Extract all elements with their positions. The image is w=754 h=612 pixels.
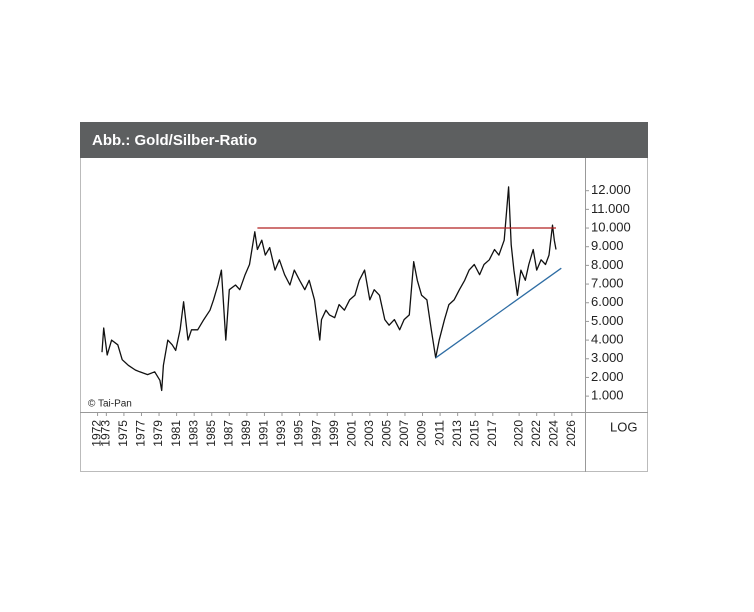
chart-frame	[80, 122, 648, 472]
y-tick-label: 5.000	[591, 313, 624, 328]
x-tick-label: 2007	[397, 420, 411, 447]
x-tick-label: 1975	[116, 420, 130, 447]
header-bar	[80, 122, 648, 158]
x-tick-label: 1972	[90, 420, 104, 447]
source-note: © Tai-Pan	[88, 399, 132, 410]
x-tick-label: 1979	[151, 420, 165, 447]
axis-note: LOG	[610, 419, 637, 434]
y-tick-label: 3.000	[591, 350, 624, 365]
x-tick-label: 1983	[186, 420, 200, 447]
x-tick-label: 2022	[529, 420, 543, 447]
x-tick-label: 2015	[467, 420, 481, 447]
x-tick-label: 1973	[99, 420, 113, 447]
y-tick-label: 4.000	[591, 332, 624, 347]
x-tick-label: 1995	[292, 420, 306, 447]
x-tick-label: 2001	[344, 420, 358, 447]
x-tick-label: 2020	[511, 420, 525, 447]
y-tick-label: 7.000	[591, 276, 624, 291]
y-tick-label: 2.000	[591, 369, 624, 384]
x-tick-label: 2003	[362, 420, 376, 447]
x-tick-label: 1991	[257, 420, 271, 447]
y-tick-label: 12.000	[591, 182, 631, 197]
x-tick-label: 2026	[564, 420, 578, 447]
x-tick-label: 1997	[309, 420, 323, 447]
y-tick-label: 6.000	[591, 294, 624, 309]
y-tick-label: 9.000	[591, 238, 624, 253]
trend-line	[435, 267, 562, 359]
chart-title: Abb.: Gold/Silber-Ratio	[92, 132, 257, 149]
x-tick-label: 2017	[485, 420, 499, 447]
y-tick-label: 1.000	[591, 388, 624, 403]
x-tick-label: 2011	[432, 420, 446, 446]
x-tick-label: 1989	[239, 420, 253, 447]
x-tick-label: 2005	[380, 420, 394, 447]
y-tick-label: 8.000	[591, 257, 624, 272]
x-tick-label: 1999	[327, 420, 341, 447]
x-tick-label: 1985	[204, 420, 218, 447]
y-tick-label: 11.000	[591, 201, 630, 216]
price-line	[101, 186, 557, 392]
x-tick-label: 2009	[415, 420, 429, 447]
x-tick-label: 1977	[134, 420, 148, 447]
x-tick-label: 1981	[169, 420, 183, 447]
x-tick-label: 1987	[221, 420, 235, 447]
y-tick-label: 10.000	[591, 219, 631, 234]
x-tick-label: 2013	[450, 420, 464, 447]
x-tick-label: 2024	[546, 420, 560, 447]
x-tick-label: 1993	[274, 420, 288, 447]
